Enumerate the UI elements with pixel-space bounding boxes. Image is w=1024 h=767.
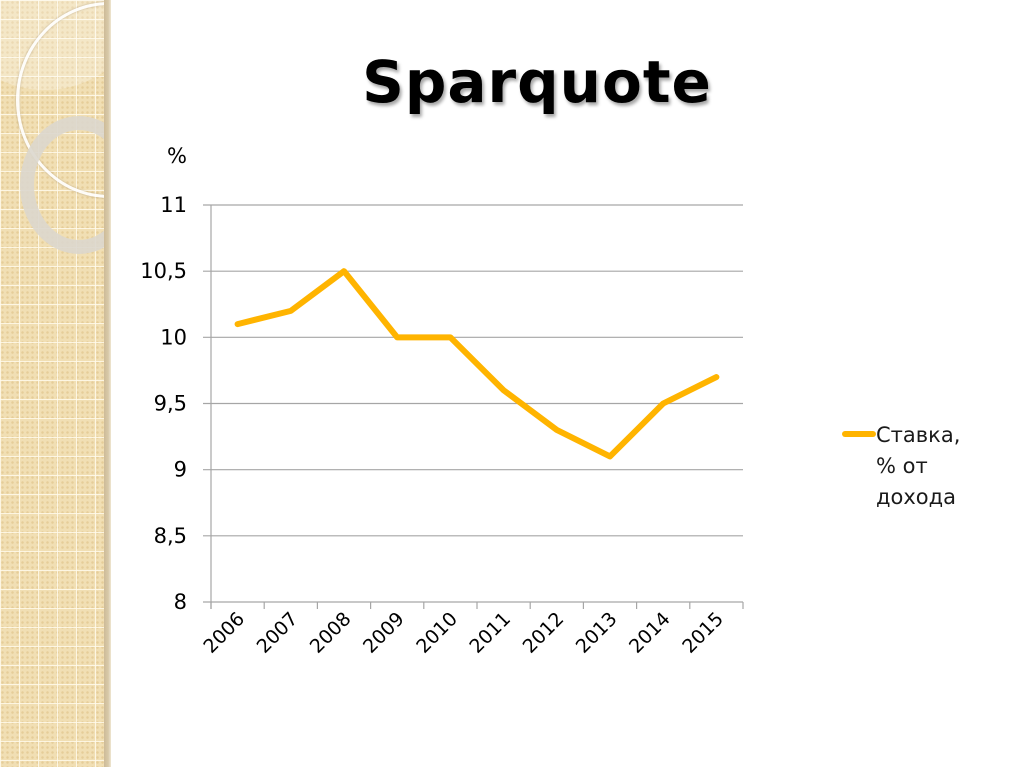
side-panel-border (104, 0, 111, 767)
y-axis-unit-label: % (167, 144, 187, 168)
y-tick-label: 9,5 (154, 392, 187, 416)
legend-label-line: Ставка, (876, 423, 961, 447)
y-tick-label: 9 (174, 458, 187, 482)
legend-label: Ставка, % от дохода (876, 420, 986, 513)
data-series-line (234, 268, 720, 460)
x-tick-label: 2009 (359, 608, 409, 658)
legend-line-swatch (842, 431, 876, 437)
x-tick-label: 2015 (678, 608, 728, 658)
x-tick-label: 2011 (465, 608, 515, 658)
y-tick-label: 10 (160, 325, 187, 349)
x-tick-label: 2014 (625, 608, 675, 658)
slide-title: Sparquote (362, 48, 712, 116)
legend-label-line: % от (876, 454, 928, 478)
x-tick-label: 2010 (412, 608, 462, 658)
x-tick-label: 2007 (253, 608, 303, 658)
x-tick-label: 2012 (519, 608, 569, 658)
x-tick-label: 2008 (306, 608, 356, 658)
x-tick-label: 2006 (199, 608, 249, 658)
legend-label-line: дохода (876, 485, 957, 509)
decorative-side-panel (0, 0, 104, 767)
x-tick-label: 2013 (572, 608, 622, 658)
y-tick-label: 8 (174, 590, 187, 614)
y-tick-label: 8,5 (154, 524, 187, 548)
y-tick-label: 11 (160, 193, 187, 217)
y-tick-label: 10,5 (140, 259, 187, 283)
